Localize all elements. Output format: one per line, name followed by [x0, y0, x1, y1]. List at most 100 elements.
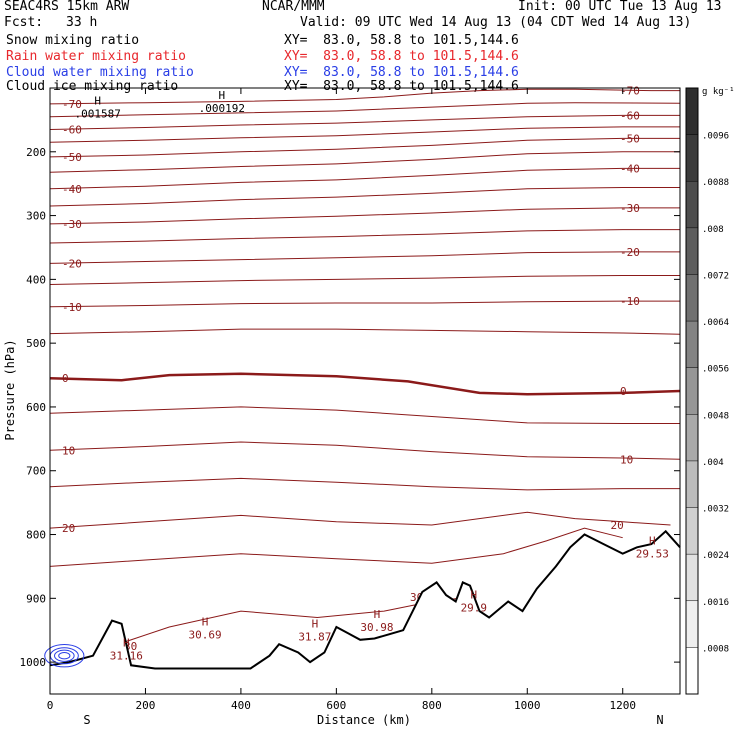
extremum-value: .000192 — [199, 102, 245, 115]
x-tick-label: 400 — [231, 699, 251, 712]
y-tick-label: 900 — [26, 592, 46, 605]
colorbar-label: .0016 — [702, 598, 729, 608]
contour-line — [49, 441, 681, 460]
colorbar-label: .0048 — [702, 411, 729, 421]
contour-line — [49, 275, 680, 285]
contour-label: -70 — [62, 98, 82, 111]
cloud-water-contour — [58, 652, 71, 660]
contour-line — [49, 406, 680, 424]
extrema-labels: H.001587H.000192H31.16H30.69H31.87H30.98… — [75, 89, 669, 662]
extremum-marker: H — [374, 608, 381, 621]
colorbar-unit: g kg⁻¹ — [702, 87, 735, 97]
plot-frame — [49, 87, 681, 695]
contour-label: -40 — [62, 183, 82, 196]
contour-label: 10 — [620, 453, 633, 466]
colorbar-label: .0088 — [702, 178, 729, 188]
x-axis-label: Distance (km) — [317, 713, 411, 727]
field-name-cloud-water: Cloud water mixing ratio — [6, 65, 194, 80]
extremum-value: 29.53 — [636, 547, 669, 560]
colorbar-swatch — [686, 600, 698, 648]
extremum-marker: H — [219, 89, 226, 102]
y-tick-label: 1000 — [20, 656, 47, 669]
extremum-marker: H — [471, 589, 478, 602]
contour-line — [49, 251, 680, 264]
cloud-water-contour — [44, 644, 85, 668]
contour-line — [49, 102, 681, 118]
field-xy-snow: XY= 83.0, 58.8 to 101.5,144.6 — [284, 33, 519, 48]
colorbar-label: .004 — [702, 458, 724, 468]
contour-label: 20 — [62, 522, 75, 535]
contour-line — [49, 207, 680, 225]
forecast-hour: 33 h — [66, 15, 98, 30]
contour-line — [49, 511, 671, 529]
colorbar-label: .0024 — [702, 551, 729, 561]
extremum-value: .001587 — [75, 107, 121, 120]
colorbar-swatch — [686, 460, 698, 509]
y-tick-label: 800 — [26, 529, 46, 542]
extremum-marker: H — [123, 637, 130, 650]
org-label: NCAR/MMM — [262, 0, 325, 14]
terrain-layer — [49, 529, 681, 694]
contour-label: -10 — [620, 295, 640, 308]
contour-line — [49, 328, 681, 335]
x-tick-label: 1000 — [514, 699, 541, 712]
field-xy-cloud-water: XY= 83.0, 58.8 to 101.5,144.6 — [284, 65, 519, 80]
field-xy-cloud-ice: XY= 83.0, 58.8 to 101.5,144.6 — [284, 79, 519, 94]
extremum-marker: H — [94, 94, 101, 107]
cloud-water-contour — [54, 649, 75, 662]
x-tick-label: 1200 — [609, 699, 636, 712]
x-tick-label: 800 — [422, 699, 442, 712]
x-tick-label: 200 — [136, 699, 156, 712]
y-axis-label: Pressure (hPa) — [3, 339, 17, 440]
extremum-value: 31.16 — [110, 650, 143, 663]
contour-label: 0 — [620, 385, 627, 398]
x-tick-label: 0 — [47, 699, 54, 712]
colorbar-swatch — [686, 367, 698, 415]
extremum-value: 30.98 — [360, 621, 393, 634]
contour-line — [49, 477, 680, 491]
colorbar-label: .0096 — [702, 132, 729, 142]
contour-label: -60 — [620, 109, 640, 122]
field-name-cloud-ice: Cloud ice mixing ratio — [6, 79, 179, 94]
extremum-marker: H — [312, 617, 319, 630]
init-time: Init: 00 UTC Tue 13 Aug 13 — [518, 0, 722, 14]
contour-label: -50 — [620, 132, 640, 145]
colorbar-swatch — [686, 647, 698, 695]
y-tick-label: 400 — [26, 273, 46, 286]
colorbar: .0096 .0088 .008 .0072 .0064 .0056 .0048 .004 .0… — [685, 87, 729, 695]
contour-label: 10 — [62, 444, 75, 457]
colorbar-swatch — [686, 507, 698, 555]
contour-label: 0 — [62, 372, 69, 385]
contour-line — [49, 126, 680, 143]
contour-line — [49, 167, 680, 190]
extremum-marker: H — [202, 615, 209, 628]
field-name-snow: Snow mixing ratio — [6, 33, 140, 48]
contour-label: 20 — [610, 519, 623, 532]
contour-label: -30 — [62, 218, 82, 231]
contour-label: -60 — [62, 123, 82, 136]
contour-label: -30 — [620, 202, 640, 215]
contour-line — [49, 229, 680, 244]
colorbar-swatch — [686, 227, 698, 275]
contour-label: -50 — [62, 151, 82, 164]
contour-label: -40 — [620, 162, 640, 175]
colorbar-label: .008 — [702, 225, 724, 235]
y-tick-label: 200 — [26, 146, 46, 159]
colorbar-swatch — [686, 321, 698, 369]
contour-label: -20 — [620, 246, 640, 259]
colorbar-frame — [685, 87, 699, 695]
terrain-line — [49, 529, 681, 670]
colorbar-label: .0056 — [702, 365, 729, 375]
colorbar-swatch — [686, 134, 698, 182]
cloud-water-contours — [44, 644, 85, 668]
forecast-label: Fcst: — [4, 15, 44, 30]
contour-line — [49, 114, 680, 130]
colorbar-swatch — [686, 88, 698, 136]
contour-label: -20 — [62, 257, 82, 270]
extremum-value: 29.9 — [461, 602, 488, 615]
extremum-value: 31.87 — [298, 630, 331, 643]
colorbar-swatch — [686, 274, 698, 322]
colorbar-label: .0008 — [702, 644, 729, 654]
